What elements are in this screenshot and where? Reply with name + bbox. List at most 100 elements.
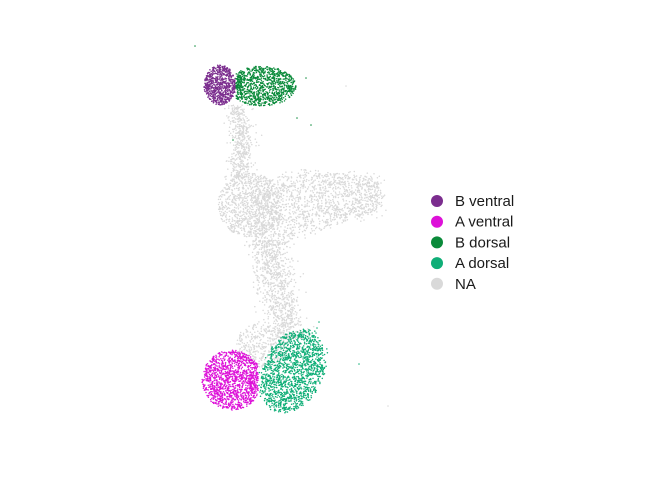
na-point <box>272 305 275 307</box>
na-point <box>256 168 258 171</box>
na-point <box>272 258 274 260</box>
na-point <box>269 212 271 215</box>
na-point <box>271 238 273 240</box>
na-point <box>339 193 341 195</box>
na-point <box>258 220 261 223</box>
na-point <box>320 207 323 210</box>
na-point <box>333 184 336 186</box>
na-point <box>284 252 286 254</box>
na-point <box>246 171 249 173</box>
na-point <box>248 126 250 129</box>
na-point <box>223 187 226 189</box>
na-point <box>278 186 281 189</box>
na-point <box>234 118 237 120</box>
na-point <box>271 219 274 222</box>
na-point <box>275 256 277 259</box>
na-point <box>235 230 238 233</box>
na-point <box>263 211 266 214</box>
na-point <box>333 207 335 210</box>
na-point <box>264 198 266 201</box>
na-point <box>310 232 312 235</box>
na-point <box>277 272 279 274</box>
na-point <box>336 221 339 224</box>
na-point <box>221 206 224 209</box>
na-point <box>306 224 309 227</box>
na-point <box>280 294 282 296</box>
na-point <box>219 212 222 215</box>
na-point <box>342 214 345 216</box>
na-point <box>329 214 332 216</box>
b-ventral-point <box>210 70 212 73</box>
na-point <box>282 241 284 244</box>
na-point <box>271 188 273 190</box>
na-point <box>364 209 367 212</box>
na-point <box>287 294 289 296</box>
na-point <box>222 214 225 216</box>
na-point <box>280 270 282 272</box>
na-point <box>271 247 274 249</box>
na-point <box>233 165 235 167</box>
na-point <box>234 225 236 227</box>
na-point <box>258 202 261 205</box>
b-ventral-point <box>231 90 233 92</box>
na-point <box>245 143 248 146</box>
na-point <box>233 184 236 186</box>
b-ventral-point <box>228 71 230 74</box>
na-point <box>272 240 275 242</box>
na-point <box>313 194 316 196</box>
na-point <box>385 209 387 212</box>
na-point <box>278 215 280 218</box>
na-point <box>238 189 240 191</box>
na-point <box>239 156 242 158</box>
na-point <box>325 211 327 214</box>
na-point <box>315 199 318 202</box>
na-point <box>343 206 346 209</box>
na-point <box>377 189 380 191</box>
na-point <box>247 168 250 170</box>
na-point <box>345 188 348 191</box>
b-ventral-point <box>208 91 211 93</box>
na-point <box>233 211 236 214</box>
na-point <box>259 291 262 293</box>
na-point <box>297 208 300 211</box>
na-point <box>311 219 314 222</box>
b-ventral-point <box>226 89 228 92</box>
na-point <box>265 177 268 180</box>
na-point <box>219 198 222 201</box>
na-point <box>363 193 366 196</box>
na-point <box>278 263 280 266</box>
na-point <box>274 299 276 301</box>
na-point <box>275 361 277 364</box>
na-point <box>218 201 221 204</box>
na-point <box>234 163 237 165</box>
na-point <box>234 155 237 157</box>
na-point <box>234 159 237 161</box>
na-point <box>245 197 248 199</box>
na-point <box>292 259 294 262</box>
b-ventral-point <box>227 93 229 96</box>
na-point <box>272 243 274 245</box>
na-point <box>234 135 237 137</box>
na-point <box>305 171 308 174</box>
na-point <box>255 326 257 329</box>
na-point <box>245 141 247 144</box>
na-point <box>243 136 245 138</box>
na-point <box>325 224 327 227</box>
na-point <box>222 208 224 210</box>
na-point <box>307 220 309 223</box>
na-point <box>256 279 259 282</box>
na-point <box>293 268 295 271</box>
na-point <box>282 296 284 298</box>
na-point <box>277 348 279 351</box>
na-point <box>284 256 286 259</box>
b-ventral-point <box>214 89 216 91</box>
na-point <box>253 345 256 348</box>
na-point <box>279 248 281 250</box>
na-point <box>321 196 324 198</box>
na-point <box>242 148 245 151</box>
b-ventral-point <box>213 86 215 89</box>
na-point <box>356 186 359 189</box>
na-point <box>281 213 284 216</box>
na-point <box>265 224 268 227</box>
na-point <box>264 295 266 297</box>
